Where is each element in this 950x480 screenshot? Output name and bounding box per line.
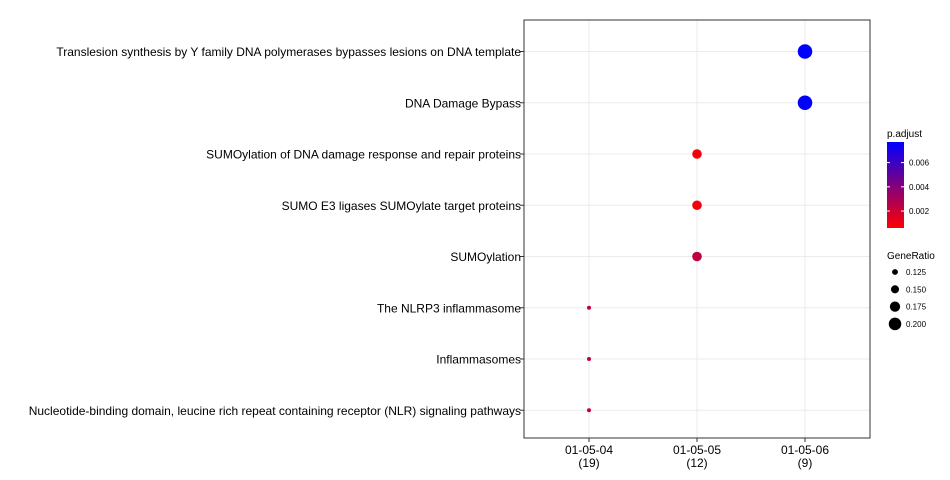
- data-point: [587, 357, 591, 361]
- size-legend-key: [892, 269, 898, 275]
- data-points: [587, 44, 813, 413]
- size-legend-label: 0.150: [906, 285, 927, 294]
- y-tick-label: Translesion synthesis by Y family DNA po…: [56, 45, 521, 59]
- x-axis-labels: 01-05-04(19) 01-05-05(12) 01-05-06(9): [565, 438, 829, 470]
- size-legend-label: 0.125: [906, 268, 927, 277]
- data-point: [692, 149, 702, 159]
- color-legend-label: 0.004: [909, 183, 930, 192]
- size-legend-title: GeneRatio: [887, 251, 935, 262]
- x-tick-count: (12): [686, 456, 707, 470]
- color-legend-title: p.adjust: [887, 129, 922, 140]
- y-tick-label: SUMOylation: [450, 250, 521, 264]
- y-tick-label: Inflammasomes: [436, 353, 521, 367]
- y-axis-labels: Translesion synthesis by Y family DNA po…: [29, 45, 524, 418]
- legend: p.adjust 0.002 0.004 0.006 GeneRatio 0.125 0.1…: [887, 129, 935, 331]
- x-tick-label: 01-05-04: [565, 443, 613, 457]
- y-tick-label: DNA Damage Bypass: [405, 96, 521, 110]
- x-tick-label: 01-05-06: [781, 443, 829, 457]
- data-point: [797, 95, 813, 111]
- size-legend-label: 0.200: [906, 320, 927, 329]
- plot-panel-border: [523, 19, 871, 439]
- y-tick-label: Nucleotide-binding domain, leucine rich …: [29, 404, 521, 418]
- size-legend-key: [889, 301, 901, 312]
- color-legend-bar: [887, 142, 904, 228]
- size-legend-key: [888, 317, 902, 331]
- data-point: [587, 305, 591, 310]
- grid-lines: [524, 20, 870, 438]
- y-tick-label: The NLRP3 inflammasome: [377, 301, 521, 315]
- color-legend-label: 0.002: [909, 207, 930, 216]
- data-point: [692, 251, 702, 262]
- x-tick-count: (9): [798, 456, 813, 470]
- y-tick-label: SUMOylation of DNA damage response and r…: [206, 148, 521, 162]
- color-legend-label: 0.006: [909, 159, 930, 168]
- x-tick-label: 01-05-05: [673, 443, 721, 457]
- size-legend-key: [890, 285, 900, 294]
- y-tick-label: SUMO E3 ligases SUMOylate target protein…: [282, 199, 521, 213]
- data-point: [587, 408, 591, 413]
- size-legend-label: 0.175: [906, 303, 927, 312]
- data-point: [692, 200, 702, 211]
- x-tick-count: (19): [578, 456, 599, 470]
- data-point: [797, 44, 813, 59]
